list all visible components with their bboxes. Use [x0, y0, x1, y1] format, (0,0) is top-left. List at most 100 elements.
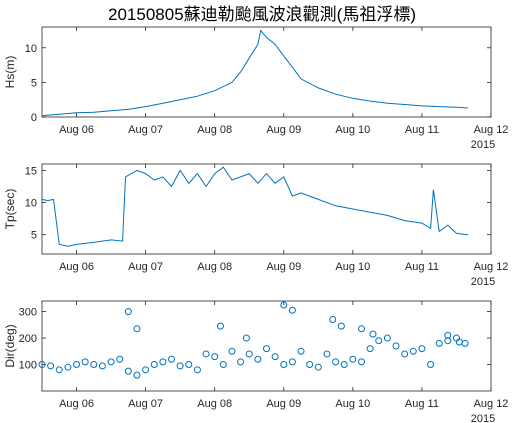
data-point	[306, 361, 314, 369]
data-point	[90, 361, 98, 369]
x-tick-label: Aug 12	[474, 124, 509, 136]
data-point	[168, 355, 176, 363]
data-point	[329, 316, 337, 324]
data-point	[332, 358, 340, 366]
x-tick-label: Aug 06	[59, 124, 94, 136]
data-point	[228, 347, 236, 355]
data-point	[357, 358, 365, 366]
plot-area	[41, 163, 492, 255]
x-tick-label: Aug 12	[474, 398, 509, 410]
x-tick-label: Aug 06	[59, 398, 94, 410]
data-point	[455, 338, 463, 346]
series-line	[41, 166, 469, 247]
year-label: 2015	[471, 413, 495, 423]
plot-area	[41, 26, 492, 118]
x-tick-label: Aug 07	[128, 398, 163, 410]
x-tick-label: Aug 10	[335, 398, 370, 410]
y-axis-label: Hs(m)	[3, 56, 17, 89]
x-tick-label: Aug 09	[266, 261, 301, 273]
subplot-2: Aug 06 Aug 07 Aug 08 Aug 09 Aug 10 Aug 11 Aug …	[3, 163, 509, 288]
data-point	[245, 350, 253, 358]
data-point	[263, 345, 270, 353]
x-tick-label: Aug 11	[405, 398, 439, 410]
data-point	[202, 350, 210, 358]
y-axis-label: Tp(sec)	[3, 189, 17, 230]
data-point	[64, 363, 72, 371]
data-point	[107, 358, 115, 366]
x-tick-label: Aug 08	[197, 398, 232, 410]
data-point	[193, 366, 201, 374]
figure-title: 20150805蘇迪勒颱風波浪觀測(馬祖浮標)	[108, 5, 416, 24]
x-tick-label: Aug 11	[405, 124, 439, 136]
data-point	[116, 355, 124, 363]
series-line	[41, 29, 469, 117]
data-point	[357, 325, 365, 333]
data-point	[444, 337, 452, 345]
y-tick-label: 5	[31, 230, 37, 242]
data-point	[254, 355, 262, 363]
data-point	[280, 361, 288, 369]
x-tick-label: Aug 07	[128, 124, 163, 136]
x-tick-label: Aug 12	[474, 261, 509, 273]
data-point	[159, 358, 167, 366]
data-point	[237, 358, 245, 366]
y-tick-label: 10	[25, 198, 37, 210]
x-tick-label: Aug 07	[128, 261, 163, 273]
data-point	[133, 371, 141, 379]
year-label: 2015	[471, 139, 495, 151]
data-point	[81, 358, 89, 366]
subplot-1: Aug 06 Aug 07 Aug 08 Aug 09 Aug 10 Aug 11 Aug …	[3, 26, 509, 151]
data-point	[124, 367, 132, 375]
data-point	[288, 306, 296, 314]
x-tick-label: Aug 08	[197, 124, 232, 136]
data-point	[211, 353, 219, 361]
data-point	[435, 339, 443, 347]
data-point	[124, 308, 132, 316]
y-axis-label: Dir(deg)	[3, 324, 17, 367]
data-point	[242, 334, 250, 342]
data-point	[366, 345, 374, 353]
data-point	[176, 362, 184, 370]
data-point	[47, 362, 55, 370]
x-tick-label: Aug 09	[266, 398, 301, 410]
data-point	[271, 353, 279, 361]
subplot-3: Aug 06 Aug 07 Aug 08 Aug 09 Aug 10 Aug 11 Aug …	[3, 300, 509, 423]
data-point	[383, 334, 391, 342]
data-point	[340, 361, 348, 369]
data-point	[216, 322, 224, 330]
data-point	[314, 363, 322, 371]
y-tick-label: 300	[19, 307, 37, 319]
data-point	[288, 358, 296, 366]
data-point	[219, 361, 227, 369]
data-point	[349, 355, 357, 363]
y-tick-label: 200	[19, 333, 37, 345]
data-point	[55, 366, 63, 374]
x-tick-label: Aug 08	[197, 261, 232, 273]
data-point	[392, 342, 400, 350]
x-tick-label: Aug 10	[335, 124, 370, 136]
year-label: 2015	[471, 276, 495, 288]
subplots: Aug 06 Aug 07 Aug 08 Aug 09 Aug 10 Aug 11 Aug …	[3, 26, 509, 423]
data-point	[427, 361, 435, 369]
y-tick-label: 5	[31, 77, 37, 89]
data-point	[38, 361, 46, 369]
y-tick-label: 10	[25, 43, 37, 55]
data-point	[133, 325, 141, 333]
data-point	[401, 350, 409, 358]
y-tick-label: 0	[31, 112, 37, 124]
data-point	[142, 366, 150, 374]
data-point	[444, 331, 452, 339]
data-point	[280, 301, 288, 309]
data-point	[98, 362, 106, 370]
x-tick-label: Aug 09	[266, 124, 301, 136]
data-point	[337, 322, 345, 330]
data-point	[297, 347, 305, 355]
y-tick-label: 15	[25, 165, 37, 177]
data-point	[409, 347, 417, 355]
x-tick-label: Aug 10	[335, 261, 370, 273]
data-point	[150, 361, 158, 369]
x-tick-label: Aug 11	[405, 261, 439, 273]
y-tick-label: 100	[19, 360, 37, 372]
data-point	[418, 345, 426, 353]
